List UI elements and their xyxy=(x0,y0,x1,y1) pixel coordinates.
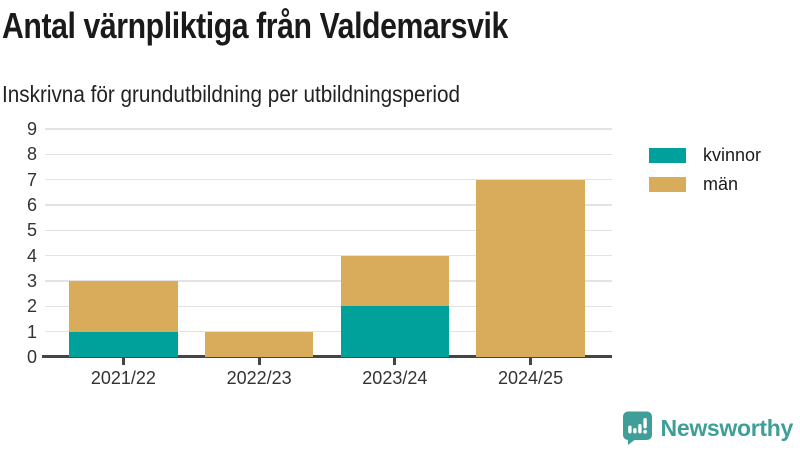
x-tick-label-2024/25: 2024/25 xyxy=(498,368,564,388)
newsworthy-brand-link[interactable]: Newsworthy xyxy=(622,411,793,445)
bar-kvinnor-2021/22 xyxy=(69,331,178,357)
y-tick-label-8: 8 xyxy=(26,144,37,165)
newsworthy-wordmark: Newsworthy xyxy=(660,414,794,441)
bar-män-2024/25 xyxy=(476,179,585,357)
legend-swatch-män xyxy=(649,176,686,192)
x-tick-2021/22 xyxy=(121,357,125,365)
gridline-y1 xyxy=(45,330,612,333)
y-tick-label-2: 2 xyxy=(26,296,37,317)
legend-label: kvinnor xyxy=(703,145,762,165)
legend-swatch-kvinnor xyxy=(649,147,686,163)
y-tick-label-5: 5 xyxy=(26,220,37,241)
y-tick-label-1: 1 xyxy=(26,321,37,342)
gridline-y9 xyxy=(45,128,612,130)
x-tick-2022/23 xyxy=(257,357,261,365)
y-tick-label-7: 7 xyxy=(26,169,37,190)
chart-title: Antal värnpliktiga från Valdemarsvik xyxy=(2,5,508,46)
chart-subtitle: Inskrivna för grundutbildning per utbild… xyxy=(2,81,460,107)
legend-label: män xyxy=(703,174,739,194)
legend-item-män: män xyxy=(649,175,761,193)
bar-män-2022/23 xyxy=(204,331,314,357)
gridline-y2 xyxy=(45,305,612,308)
newsworthy-logo-icon xyxy=(622,411,652,445)
legend: kvinnor män xyxy=(649,146,761,204)
gridline-y5 xyxy=(45,229,612,232)
x-axis-line xyxy=(42,355,612,358)
gridline-y6 xyxy=(45,204,612,206)
x-tick-2023/24 xyxy=(393,357,397,365)
y-tick-label-0: 0 xyxy=(26,347,37,367)
x-tick-label-2021/22: 2021/22 xyxy=(90,368,156,388)
bar-kvinnor-2023/24 xyxy=(340,306,450,357)
legend-item-kvinnor: kvinnor xyxy=(649,146,761,164)
x-tick-2024/25 xyxy=(529,357,533,365)
bar-män-2021/22 xyxy=(69,281,178,332)
gridline-y3 xyxy=(45,280,612,282)
y-tick-label-4: 4 xyxy=(26,245,37,266)
gridline-y7 xyxy=(45,178,612,181)
gridline-y8 xyxy=(45,153,612,156)
y-tick-label-3: 3 xyxy=(26,271,37,291)
bar-män-2023/24 xyxy=(340,255,450,307)
y-tick-label-9: 9 xyxy=(26,119,37,139)
y-tick-label-6: 6 xyxy=(26,195,37,215)
plot-area: 2021/22 2022/23 2023/24 2024/25 xyxy=(42,128,612,388)
y-axis: 0 1 2 3 4 5 6 7 8 9 xyxy=(0,119,37,367)
gridline-y4 xyxy=(45,254,612,257)
x-tick-label-2023/24: 2023/24 xyxy=(362,368,428,388)
x-tick-label-2022/23: 2022/23 xyxy=(226,368,292,388)
